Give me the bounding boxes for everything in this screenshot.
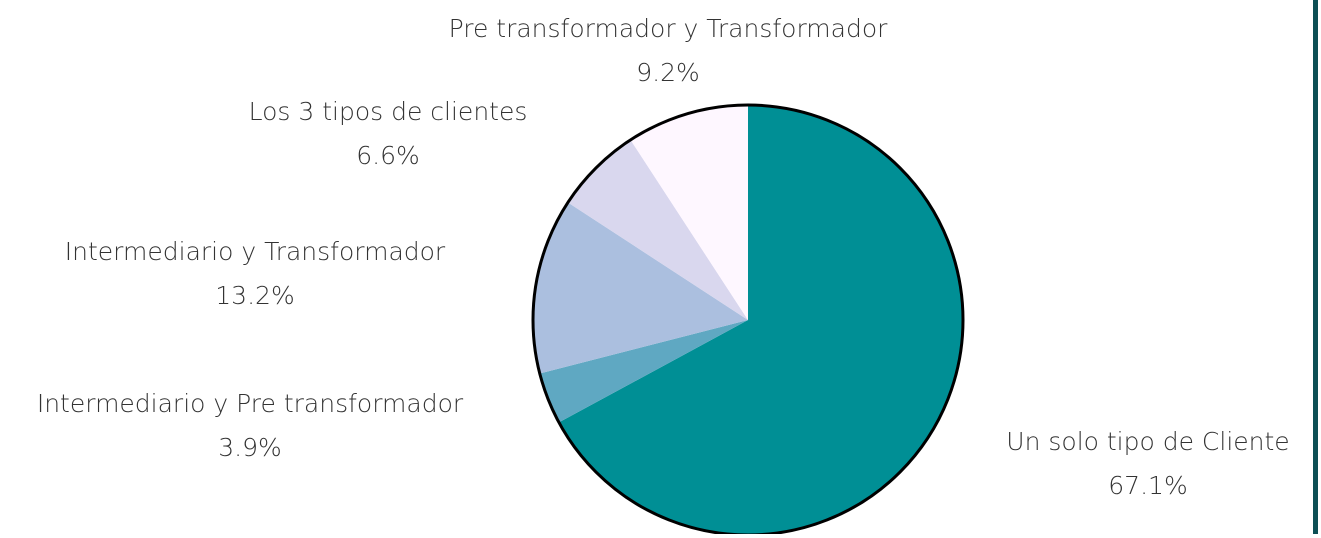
slice-label: Los 3 tipos de clientes bbox=[249, 97, 528, 126]
slice-value-label: 9.2% bbox=[636, 58, 700, 87]
slice-label: Un solo tipo de Cliente bbox=[1006, 427, 1289, 456]
slice-label: Pre transformador y Transformador bbox=[449, 14, 889, 43]
slice-value-label: 67.1% bbox=[1108, 471, 1187, 500]
pie-slice bbox=[558, 105, 964, 535]
slice-value-label: 3.9% bbox=[218, 433, 282, 462]
pie bbox=[533, 105, 964, 535]
slice-label: Intermediario y Pre transformador bbox=[37, 389, 464, 418]
side-bar bbox=[1313, 0, 1318, 534]
slice-value-label: 6.6% bbox=[356, 141, 420, 170]
pie-slice bbox=[567, 139, 748, 320]
pie-slice bbox=[533, 202, 748, 374]
pie-slice bbox=[630, 105, 748, 320]
slice-label: Intermediario y Transformador bbox=[65, 237, 446, 266]
pie-slice bbox=[539, 320, 748, 423]
slice-value-label: 13.2% bbox=[215, 281, 294, 310]
